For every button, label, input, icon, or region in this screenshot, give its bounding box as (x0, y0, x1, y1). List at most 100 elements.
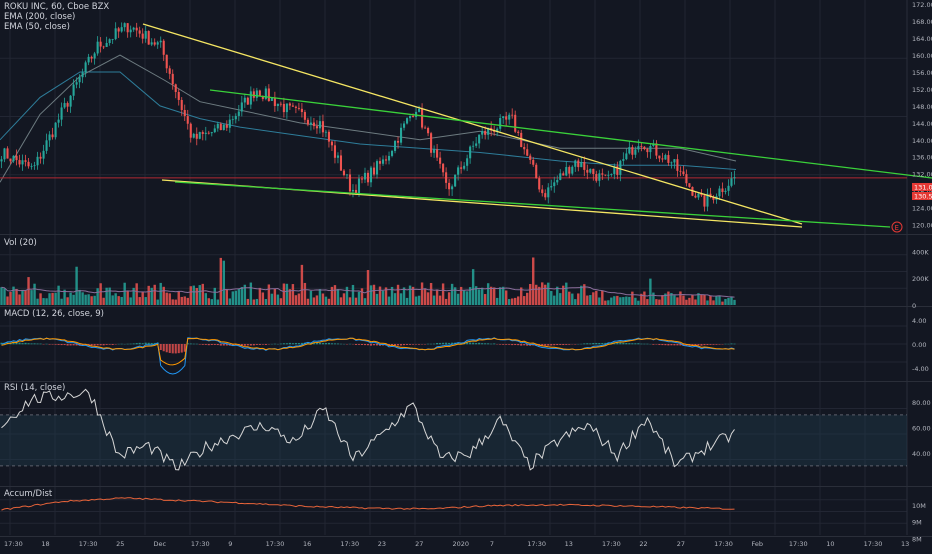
macd-histogram-bar (163, 344, 165, 351)
candle-body (508, 115, 510, 120)
candle-body (94, 53, 96, 58)
candle-body (55, 123, 57, 138)
volume-bar (0, 287, 2, 305)
volume-bar (526, 293, 528, 305)
candle-body (211, 132, 213, 133)
volume-bar (211, 299, 213, 305)
candle-body (33, 165, 35, 166)
candle-body (421, 109, 423, 128)
macd-histogram-bar (100, 344, 102, 345)
candle[interactable] (535, 163, 537, 179)
candle-body (730, 178, 732, 185)
volume-bar (415, 296, 417, 305)
candle-body (331, 142, 333, 146)
macd-histogram-bar (64, 344, 66, 345)
candle[interactable] (247, 97, 249, 105)
macd-histogram-bar (520, 344, 522, 346)
candle-body (27, 162, 29, 166)
volume-bar (673, 295, 675, 305)
candle-body (364, 173, 366, 180)
volume-bar (592, 292, 594, 305)
macd-histogram-bar (178, 344, 180, 353)
candle-body (721, 189, 723, 192)
volume-bar (571, 294, 573, 305)
candle[interactable] (406, 117, 408, 124)
candle-body (604, 175, 606, 176)
volume-bar (226, 290, 228, 305)
candle[interactable] (148, 30, 150, 45)
volume-bar (403, 287, 405, 305)
volume-bar (418, 296, 420, 305)
macd-histogram-bar (628, 343, 630, 344)
volume-bar (343, 293, 345, 305)
candle-body (484, 131, 486, 135)
volume-bar (51, 293, 53, 305)
candle[interactable] (454, 174, 456, 187)
candle-body (679, 171, 681, 172)
candle-body (214, 128, 216, 132)
candle-body (541, 189, 543, 193)
candle-body (166, 55, 168, 69)
candle[interactable] (199, 132, 201, 140)
volume-bar (457, 294, 459, 305)
candle-body (100, 42, 102, 47)
volume-bar (421, 282, 423, 305)
candle-body (547, 187, 549, 197)
volume-bar (532, 257, 534, 305)
macd-histogram-bar (166, 344, 168, 352)
volume-bar (649, 279, 651, 305)
rsi-axis-tick: 80.00 (912, 399, 931, 407)
candle-body (244, 98, 246, 103)
candle-body (121, 27, 123, 31)
candle-body (73, 85, 75, 96)
macd-histogram-bar (361, 344, 363, 345)
macd-histogram-bar (589, 343, 591, 344)
volume-bar (589, 295, 591, 305)
volume-bar (529, 284, 531, 305)
candle-body (12, 156, 14, 161)
candle-body (673, 159, 675, 162)
candle-body (637, 146, 639, 149)
macd-histogram-bar (676, 344, 678, 345)
volume-bar (72, 295, 74, 305)
candle[interactable] (223, 124, 225, 130)
macd-histogram-bar (367, 344, 369, 345)
volume-bar (658, 300, 660, 305)
candle-body (109, 39, 111, 43)
macd-histogram-bar (643, 344, 645, 345)
macd-histogram-bar (265, 344, 267, 345)
volume-bar (373, 285, 375, 305)
volume-bar (508, 299, 510, 305)
volume-bar (202, 284, 204, 305)
macd-histogram-bar (145, 343, 147, 345)
candle-body (376, 161, 378, 174)
volume-bar (370, 285, 372, 305)
price-axis-tick: 120.00 (912, 222, 932, 230)
candle-body (370, 168, 372, 183)
macd-histogram-bar (331, 343, 333, 344)
volume-bar (322, 293, 324, 305)
time-axis-tick: 27 (677, 540, 685, 548)
volume-bar (42, 298, 44, 305)
time-axis-tick: 18 (41, 540, 49, 548)
macd-histogram-bar (715, 344, 717, 345)
macd-histogram-bar (112, 344, 114, 345)
volume-bar (715, 296, 717, 305)
candle-body (127, 23, 129, 32)
candle-body (634, 149, 636, 154)
candle-body (514, 115, 516, 132)
volume-bar (517, 296, 519, 305)
volume-bar (484, 294, 486, 305)
candle-body (24, 160, 26, 162)
macd-histogram-bar (625, 343, 627, 344)
candle[interactable] (55, 122, 57, 139)
volume-bar (595, 291, 597, 305)
macd-histogram-bar (697, 344, 699, 345)
volume-bar (472, 269, 474, 305)
volume-bar (205, 293, 207, 305)
candle-body (460, 167, 462, 168)
candle-body (475, 143, 477, 145)
time-axis-tick: 25 (116, 540, 124, 548)
